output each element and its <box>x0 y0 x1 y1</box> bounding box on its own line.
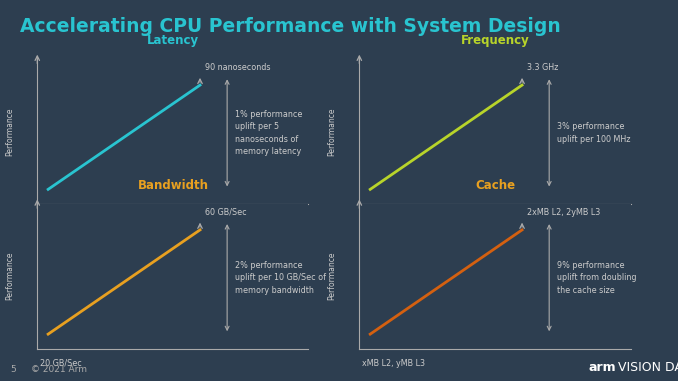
Text: Accelerating CPU Performance with System Design: Accelerating CPU Performance with System… <box>20 17 561 36</box>
Text: 150 nanoseconds: 150 nanoseconds <box>40 214 111 223</box>
Text: Frequency: Frequency <box>460 34 530 48</box>
Text: 2% performance
uplift per 10 GB/Sec of
memory bandwidth: 2% performance uplift per 10 GB/Sec of m… <box>235 261 326 295</box>
Text: 2.6 GHz: 2.6 GHz <box>362 214 393 223</box>
Text: © 2021 Arm: © 2021 Arm <box>31 365 87 374</box>
Text: 5: 5 <box>10 365 16 374</box>
Text: Latency: Latency <box>147 34 199 48</box>
Text: VISION DAY: VISION DAY <box>614 361 678 374</box>
Text: Performance: Performance <box>5 252 15 301</box>
Text: 9% performance
uplift from doubling
the cache size: 9% performance uplift from doubling the … <box>557 261 637 295</box>
Text: 3% performance
uplift per 100 MHz: 3% performance uplift per 100 MHz <box>557 122 631 144</box>
Text: 20 GB/Sec: 20 GB/Sec <box>40 359 82 368</box>
Text: 2xMB L2, 2yMB L3: 2xMB L2, 2yMB L3 <box>527 208 601 217</box>
Text: 1% performance
uplift per 5
nanoseconds of
memory latency: 1% performance uplift per 5 nanoseconds … <box>235 110 302 156</box>
Text: Cache: Cache <box>475 179 515 192</box>
Text: arm: arm <box>589 361 616 374</box>
Text: Performance: Performance <box>327 252 337 301</box>
Text: 60 GB/Sec: 60 GB/Sec <box>205 208 247 217</box>
Text: Bandwidth: Bandwidth <box>138 179 208 192</box>
Text: Performance: Performance <box>5 107 15 156</box>
Text: xMB L2, yMB L3: xMB L2, yMB L3 <box>362 359 425 368</box>
Text: 3.3 GHz: 3.3 GHz <box>527 63 559 72</box>
Text: Performance: Performance <box>327 107 337 156</box>
Text: 90 nanoseconds: 90 nanoseconds <box>205 63 271 72</box>
